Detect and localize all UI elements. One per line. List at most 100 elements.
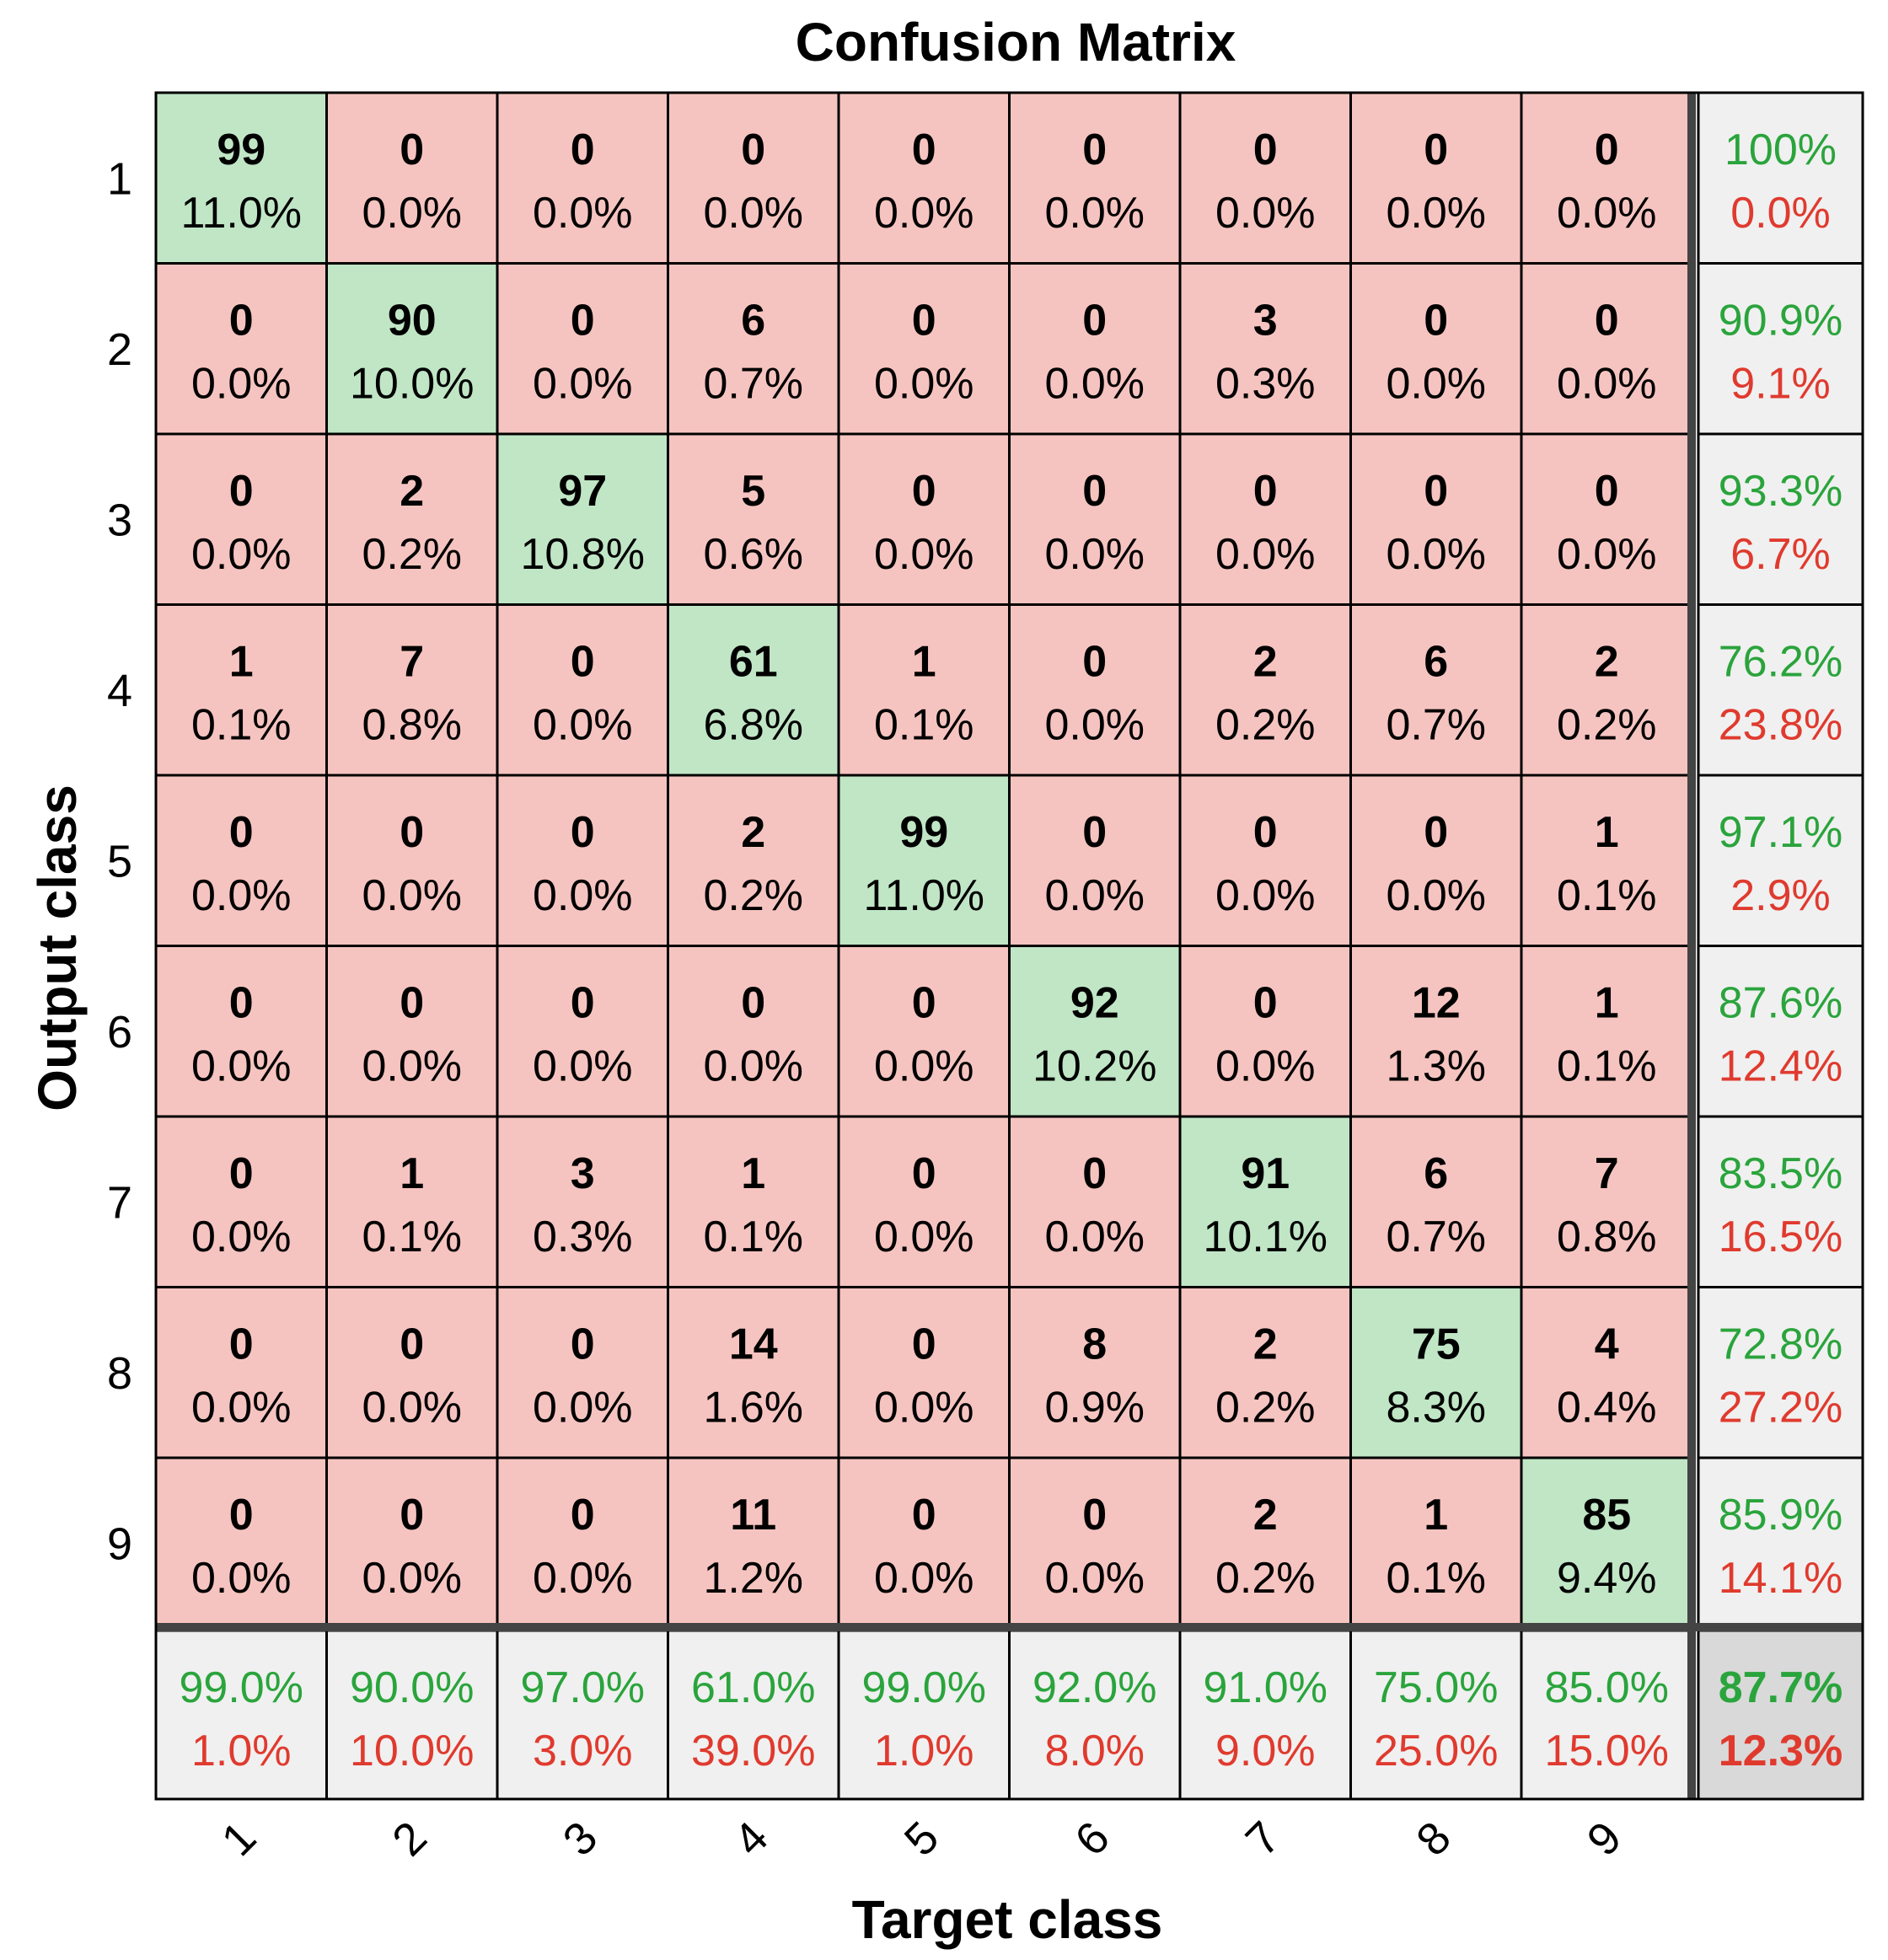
y-tick-label: 6 — [107, 1007, 132, 1058]
cell-percent: 0.0% — [533, 701, 633, 750]
matrix-cell — [1008, 91, 1182, 265]
cell-percent: 0.0% — [1557, 360, 1657, 409]
cell-count: 0 — [571, 979, 595, 1028]
cell-percent: 0.6% — [703, 530, 803, 579]
cell-percent: 0.9% — [1044, 1384, 1145, 1433]
y-tick-label: 1 — [107, 153, 132, 204]
matrix-cell — [1520, 91, 1693, 265]
matrix-cell — [154, 774, 328, 947]
cell-count: 91 — [1241, 1149, 1290, 1198]
col-error-rate: 1.0% — [874, 1727, 974, 1775]
cell-count: 85 — [1582, 1491, 1631, 1540]
cell-percent: 0.0% — [362, 1554, 462, 1603]
col-summary-cell — [1349, 1629, 1523, 1801]
cell-percent: 0.0% — [191, 871, 292, 920]
row-error-rate: 12.4% — [1719, 1042, 1842, 1091]
col-correct-rate: 92.0% — [1032, 1663, 1156, 1712]
cell-count: 0 — [571, 1491, 595, 1540]
col-error-rate: 25.0% — [1374, 1727, 1498, 1775]
row-error-rate: 23.8% — [1719, 701, 1842, 750]
matrix-cell — [496, 1115, 669, 1288]
cell-count: 1 — [741, 1149, 765, 1198]
row-error-rate: 9.1% — [1730, 360, 1831, 409]
cell-count: 0 — [400, 1320, 424, 1369]
cell-count: 0 — [571, 297, 595, 345]
matrix-cell — [325, 262, 499, 436]
cell-percent: 0.0% — [533, 360, 633, 409]
row-summary-cell — [1697, 945, 1864, 1118]
col-summary-cell — [325, 1629, 499, 1801]
matrix-cell — [1178, 774, 1352, 947]
cell-count: 97 — [558, 467, 607, 516]
matrix-cell — [154, 432, 328, 606]
matrix-cell — [1349, 774, 1523, 947]
cell-percent: 6.8% — [703, 701, 803, 750]
x-tick-label: 4 — [724, 1812, 778, 1866]
cell-count: 0 — [1253, 467, 1278, 516]
matrix-cell — [496, 603, 669, 777]
overall-error-rate: 12.3% — [1719, 1727, 1842, 1775]
matrix-cell — [1178, 1115, 1352, 1288]
matrix-cell — [154, 1286, 328, 1459]
cell-percent: 0.2% — [1215, 701, 1316, 750]
cell-count: 99 — [899, 808, 948, 857]
cell-percent: 0.0% — [874, 530, 974, 579]
cell-percent: 1.6% — [703, 1384, 803, 1433]
matrix-cell — [1178, 1286, 1352, 1459]
cell-percent: 0.0% — [191, 1042, 292, 1091]
matrix-cell — [325, 774, 499, 947]
cell-count: 0 — [229, 808, 254, 857]
cell-count: 99 — [217, 126, 266, 174]
cell-percent: 0.0% — [874, 1042, 974, 1091]
row-correct-rate: 76.2% — [1719, 638, 1842, 687]
cell-count: 6 — [1424, 1149, 1448, 1198]
matrix-cell — [1178, 91, 1352, 265]
cell-count: 6 — [741, 297, 765, 345]
chart-border — [154, 91, 1864, 1801]
matrix-cells: 99 1 1.0% 0 0.0% 0 0.0% 0 0.0% 0 0.0% 0 0.0% 0 0.0% 0 0.… — [154, 91, 1864, 1801]
y-tick-label: 5 — [107, 836, 132, 886]
cell-count: 1 — [1595, 808, 1619, 857]
matrix-cell — [1178, 432, 1352, 606]
cell-count: 0 — [1595, 467, 1619, 516]
cell-count: 0 — [1424, 297, 1448, 345]
matrix-cell — [1520, 1456, 1693, 1630]
matrix-cell — [496, 262, 669, 436]
matrix-cell — [667, 91, 840, 265]
col-correct-rate: 97.0% — [521, 1663, 645, 1712]
cell-percent: 0.2% — [1557, 701, 1657, 750]
cell-percent: 10.1% — [1204, 1213, 1328, 1261]
x-tick-label: 1 — [212, 1812, 266, 1866]
matrix-cell — [1349, 432, 1523, 606]
cell-percent: 0.0% — [1386, 871, 1486, 920]
matrix-cell — [1178, 1456, 1352, 1630]
cell-count: 0 — [741, 979, 765, 1028]
matrix-cell — [837, 603, 1011, 777]
cell-count: 0 — [1253, 126, 1278, 174]
cell-percent: 0.0% — [191, 530, 292, 579]
cell-count: 0 — [229, 1149, 254, 1198]
cell-percent: 0.0% — [1044, 530, 1145, 579]
cell-count: 0 — [1082, 297, 1107, 345]
cell-count: 6 — [1424, 638, 1448, 687]
col-error-rate: 3.0% — [533, 1727, 633, 1775]
cell-count: 1 — [400, 1149, 424, 1198]
matrix-cell — [667, 1115, 840, 1288]
cell-count: 0 — [912, 1320, 936, 1369]
col-summary-cell — [667, 1629, 840, 1801]
cell-percent: 0.0% — [1386, 189, 1486, 238]
cell-count: 0 — [571, 638, 595, 687]
col-error-rate: 9.0% — [1215, 1727, 1316, 1775]
cell-count: 0 — [571, 126, 595, 174]
cell-percent: 0.0% — [703, 1042, 803, 1091]
cell-count: 0 — [400, 1491, 424, 1540]
col-correct-rate: 91.0% — [1204, 1663, 1328, 1712]
cell-count: 0 — [571, 808, 595, 857]
row-summary-cell — [1697, 603, 1864, 777]
cell-count: 0 — [229, 1491, 254, 1540]
matrix-cell — [1349, 262, 1523, 436]
row-correct-rate: 90.9% — [1719, 297, 1842, 345]
cell-percent: 0.0% — [1044, 1554, 1145, 1603]
cell-percent: 0.0% — [1215, 189, 1316, 238]
matrix-cell — [496, 432, 669, 606]
